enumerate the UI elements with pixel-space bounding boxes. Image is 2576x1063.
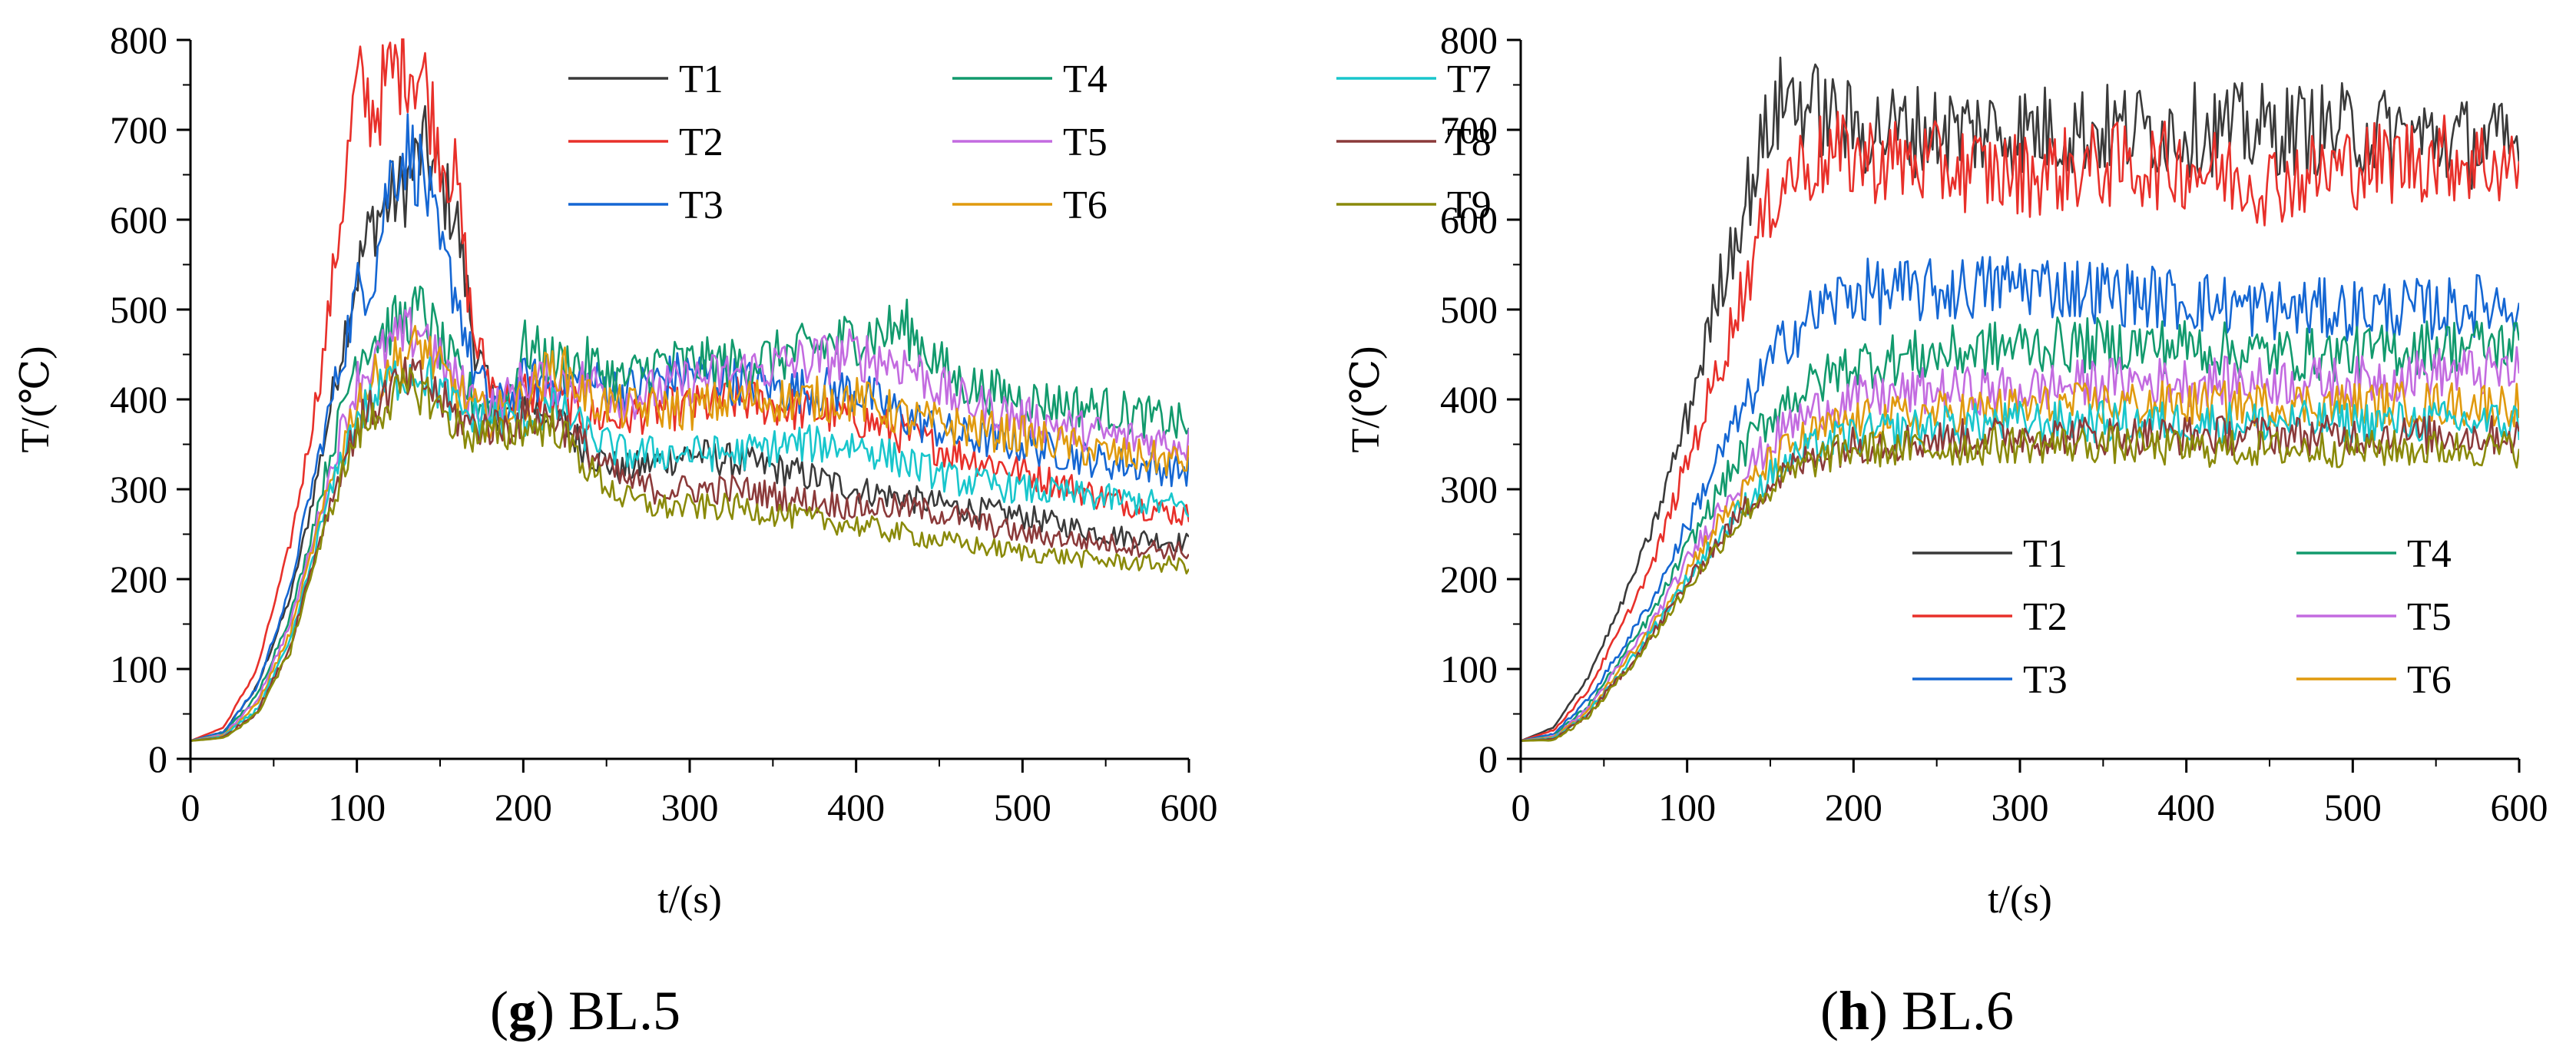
series-line-T6 — [190, 324, 1189, 742]
legend-label-T5: T5 — [1063, 121, 1108, 164]
caption-letter: g — [508, 980, 536, 1041]
legend-label-T6: T6 — [1063, 184, 1108, 227]
caption-label: BL.5 — [555, 980, 680, 1041]
caption-open-paren: ( — [1820, 980, 1839, 1041]
x-axis-title: t/(s) — [1988, 878, 2052, 922]
caption: (g) BL.5 — [490, 980, 680, 1041]
legend-label-T3: T3 — [679, 184, 723, 227]
legend-label-T8: T8 — [1447, 121, 1492, 164]
series-line-T4 — [1521, 316, 2519, 742]
y-tick-label-300: 300 — [110, 468, 167, 511]
x-tick-label-100: 100 — [1658, 786, 1716, 829]
series-line-T8 — [190, 356, 1189, 742]
legend-label-T2: T2 — [2023, 595, 2068, 639]
legend-label-T7: T7 — [1447, 58, 1492, 101]
series-line-T8 — [1521, 414, 2519, 742]
series-line-T9 — [1521, 426, 2519, 742]
y-tick-label-300: 300 — [1440, 468, 1498, 511]
caption-close-paren: ) — [536, 980, 555, 1041]
caption-letter: h — [1839, 980, 1869, 1041]
caption-open-paren: ( — [490, 980, 508, 1041]
legend-label-T3: T3 — [2023, 658, 2068, 702]
x-tick-label-600: 600 — [2491, 786, 2548, 829]
x-tick-label-0: 0 — [1511, 786, 1531, 829]
x-tick-label-300: 300 — [1992, 786, 2049, 829]
y-tick-label-400: 400 — [1440, 378, 1498, 421]
y-tick-label-800: 800 — [1440, 18, 1498, 61]
legend-label-T4: T4 — [2407, 532, 2452, 576]
x-tick-label-500: 500 — [2324, 786, 2382, 829]
series-line-T7 — [190, 356, 1189, 742]
y-tick-label-500: 500 — [110, 288, 167, 331]
series-line-T1 — [1521, 56, 2519, 742]
x-tick-label-300: 300 — [661, 786, 719, 829]
y-tick-label-400: 400 — [110, 378, 167, 421]
chart-g: 0 100 200 300 400 500 600 700 800 0 100 200 300 400 50… — [14, 18, 1492, 1041]
caption-close-paren: ) — [1869, 980, 1888, 1041]
series-line-T3 — [190, 113, 1189, 742]
series-line-T7 — [1521, 399, 2519, 742]
x-tick-label-0: 0 — [181, 786, 200, 829]
y-axis-title: T/(℃) — [14, 346, 58, 452]
y-tick-label-800: 800 — [110, 18, 167, 61]
x-axis-title: t/(s) — [657, 878, 722, 922]
legend-label-T5: T5 — [2407, 595, 2452, 639]
x-tick-label-400: 400 — [2157, 786, 2215, 829]
y-tick-label-0: 0 — [1478, 737, 1498, 780]
x-tick-label-500: 500 — [994, 786, 1051, 829]
series-line-T9 — [190, 366, 1189, 742]
x-tick-label-200: 200 — [495, 786, 552, 829]
x-tick-label-200: 200 — [1825, 786, 1882, 829]
legend-label-T2: T2 — [679, 121, 723, 164]
y-tick-label-100: 100 — [110, 647, 167, 690]
x-tick-label-600: 600 — [1161, 786, 1218, 829]
y-tick-label-500: 500 — [1440, 288, 1498, 331]
series-line-T4 — [190, 285, 1189, 742]
y-axis-title: T/(℃) — [1344, 346, 1388, 452]
legend-label-T1: T1 — [2023, 532, 2068, 576]
y-tick-label-200: 200 — [1440, 558, 1498, 601]
series-line-T2 — [1521, 111, 2519, 742]
legend-label-T4: T4 — [1063, 58, 1108, 101]
x-tick-label-400: 400 — [827, 786, 885, 829]
y-tick-label-100: 100 — [1440, 647, 1498, 690]
series-line-T3 — [1521, 256, 2519, 742]
x-tick-label-100: 100 — [328, 786, 386, 829]
legend: T1 T2 T3 T4 T5 T6 T7 T8 T9 — [568, 58, 1492, 227]
legend-label-T1: T1 — [679, 58, 723, 101]
series-line-T1 — [190, 104, 1189, 742]
y-tick-label-200: 200 — [110, 558, 167, 601]
y-tick-label-700: 700 — [1440, 108, 1498, 151]
series-group — [190, 38, 1189, 742]
y-tick-label-0: 0 — [148, 737, 167, 780]
caption-label: BL.6 — [1888, 980, 2014, 1041]
series-group — [1521, 56, 2519, 742]
y-tick-label-600: 600 — [110, 198, 167, 241]
y-tick-label-600: 600 — [1440, 198, 1498, 241]
legend-label-T9: T9 — [1447, 184, 1492, 227]
chart-h: 0 100 200 300 400 500 600 700 800 0 100 200 300 400 50… — [1344, 18, 2548, 1041]
y-tick-label-700: 700 — [110, 108, 167, 151]
legend-label-T6: T6 — [2407, 658, 2452, 702]
caption: (h) BL.6 — [1820, 980, 2014, 1041]
